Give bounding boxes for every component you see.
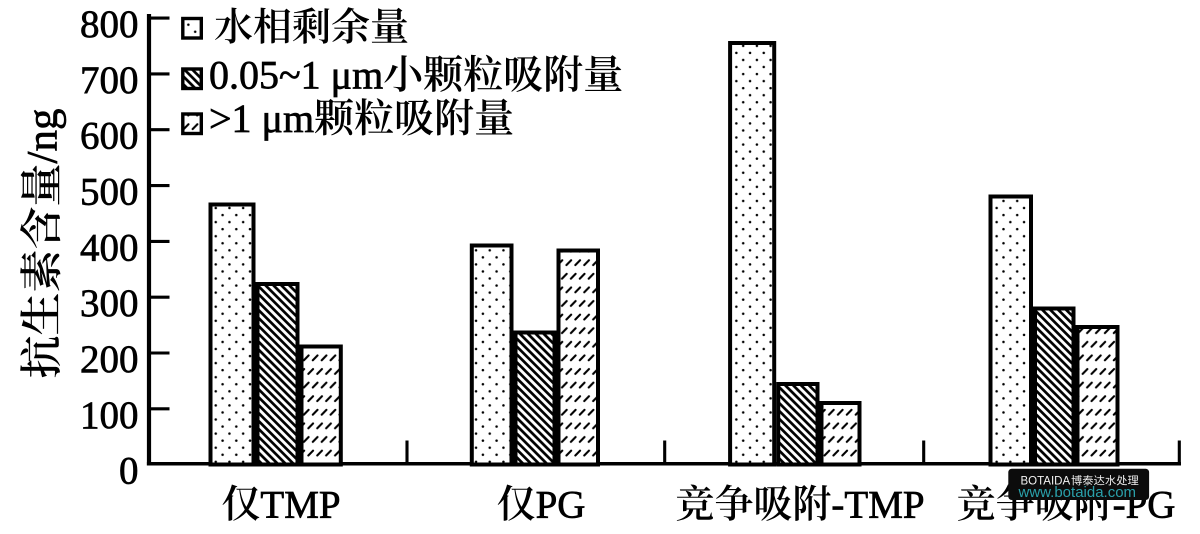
svg-text:/ng: /ng — [20, 109, 67, 164]
svg-text:300: 300 — [80, 282, 139, 325]
svg-text:0.05~1 μm: 0.05~1 μm — [209, 53, 383, 98]
svg-text:200: 200 — [80, 338, 139, 381]
svg-text:TMP: TMP — [260, 484, 340, 527]
svg-text:100: 100 — [80, 394, 139, 437]
svg-text:www.botaida.com: www.botaida.com — [1018, 484, 1137, 501]
svg-text:500: 500 — [80, 171, 139, 214]
svg-text:700: 700 — [80, 59, 139, 102]
svg-text:PG: PG — [536, 484, 586, 527]
svg-text:800: 800 — [80, 3, 139, 46]
svg-text:BOTAIDA: BOTAIDA — [1021, 476, 1071, 488]
svg-text:400: 400 — [80, 226, 139, 269]
svg-text:0: 0 — [119, 450, 139, 493]
svg-text:600: 600 — [80, 115, 139, 158]
svg-text:-TMP: -TMP — [831, 484, 924, 527]
svg-text:>1 μm: >1 μm — [209, 96, 314, 141]
